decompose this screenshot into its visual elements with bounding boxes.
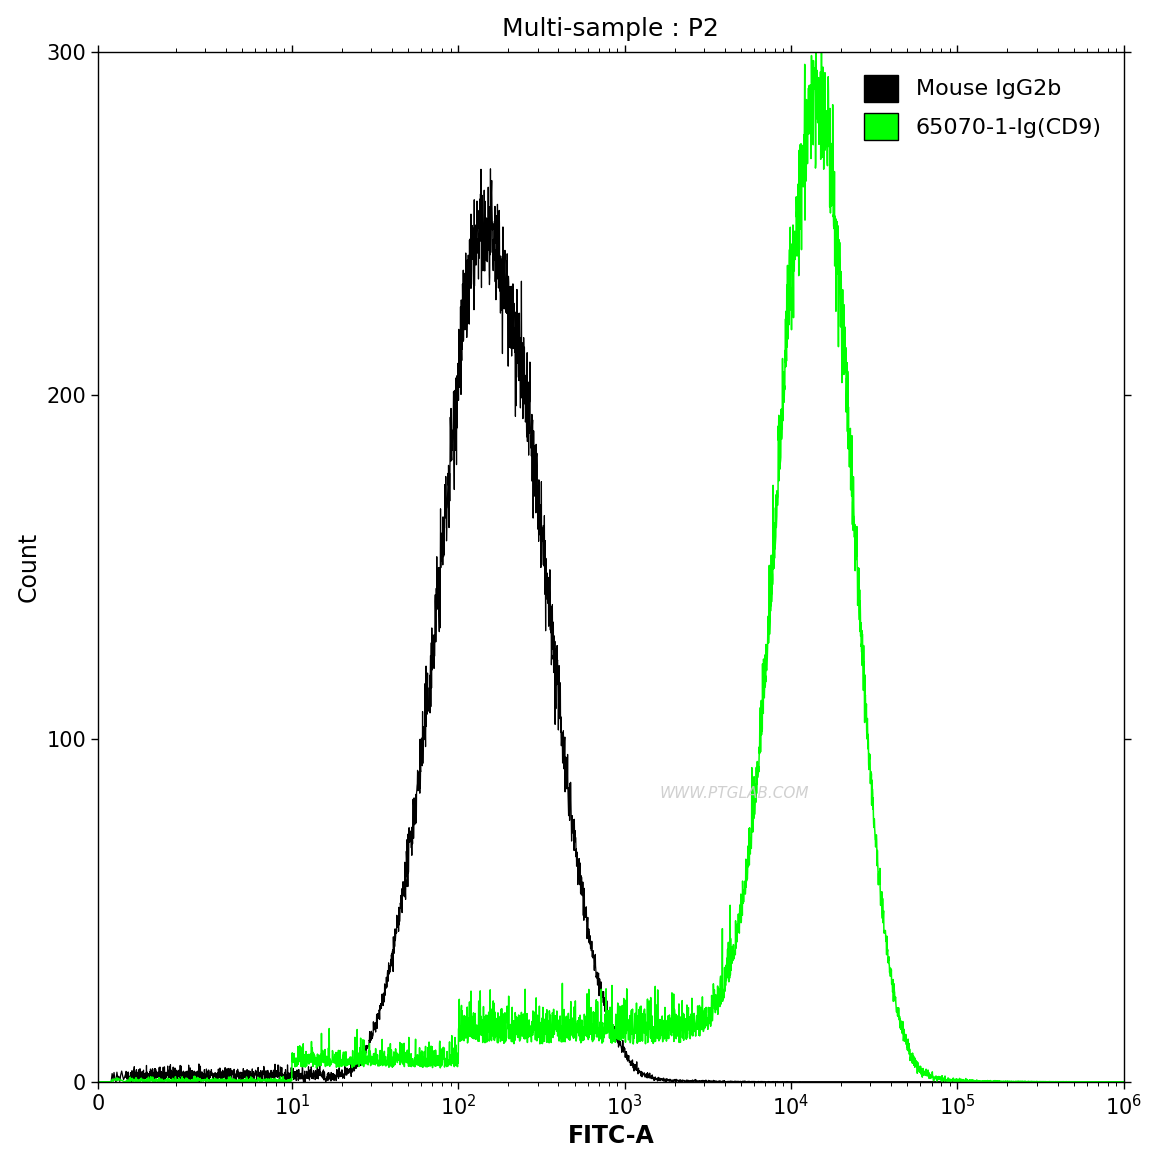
65070-1-Ig(CD9)	[818, 139, 832, 153]
65070-1-Ig(CD9)	[1117, 1075, 1131, 1089]
65070-1-Ig(CD9)	[633, 1015, 647, 1029]
Line: Mouse IgG2b: Mouse IgG2b	[97, 169, 1124, 1082]
Y-axis label: Count: Count	[16, 532, 41, 602]
Mouse IgG2b	[480, 233, 494, 247]
Legend: Mouse IgG2b, 65070-1-Ig(CD9): Mouse IgG2b, 65070-1-Ig(CD9)	[853, 63, 1113, 151]
Mouse IgG2b	[483, 162, 497, 176]
Mouse IgG2b	[634, 1065, 648, 1079]
X-axis label: FITC-A: FITC-A	[568, 1124, 654, 1149]
Mouse IgG2b	[90, 1075, 104, 1089]
Title: Multi-sample : P2: Multi-sample : P2	[502, 16, 720, 41]
Text: WWW.PTGLAB.COM: WWW.PTGLAB.COM	[659, 786, 809, 802]
Mouse IgG2b	[818, 1075, 832, 1089]
Mouse IgG2b	[1117, 1075, 1131, 1089]
65070-1-Ig(CD9)	[480, 1028, 494, 1042]
65070-1-Ig(CD9)	[815, 12, 829, 26]
Mouse IgG2b	[537, 536, 551, 550]
Mouse IgG2b	[970, 1075, 984, 1089]
65070-1-Ig(CD9)	[783, 220, 797, 234]
65070-1-Ig(CD9)	[90, 1075, 104, 1089]
65070-1-Ig(CD9)	[537, 1021, 551, 1035]
Line: 65070-1-Ig(CD9): 65070-1-Ig(CD9)	[97, 19, 1124, 1082]
Mouse IgG2b	[783, 1075, 797, 1089]
65070-1-Ig(CD9)	[970, 1074, 984, 1088]
